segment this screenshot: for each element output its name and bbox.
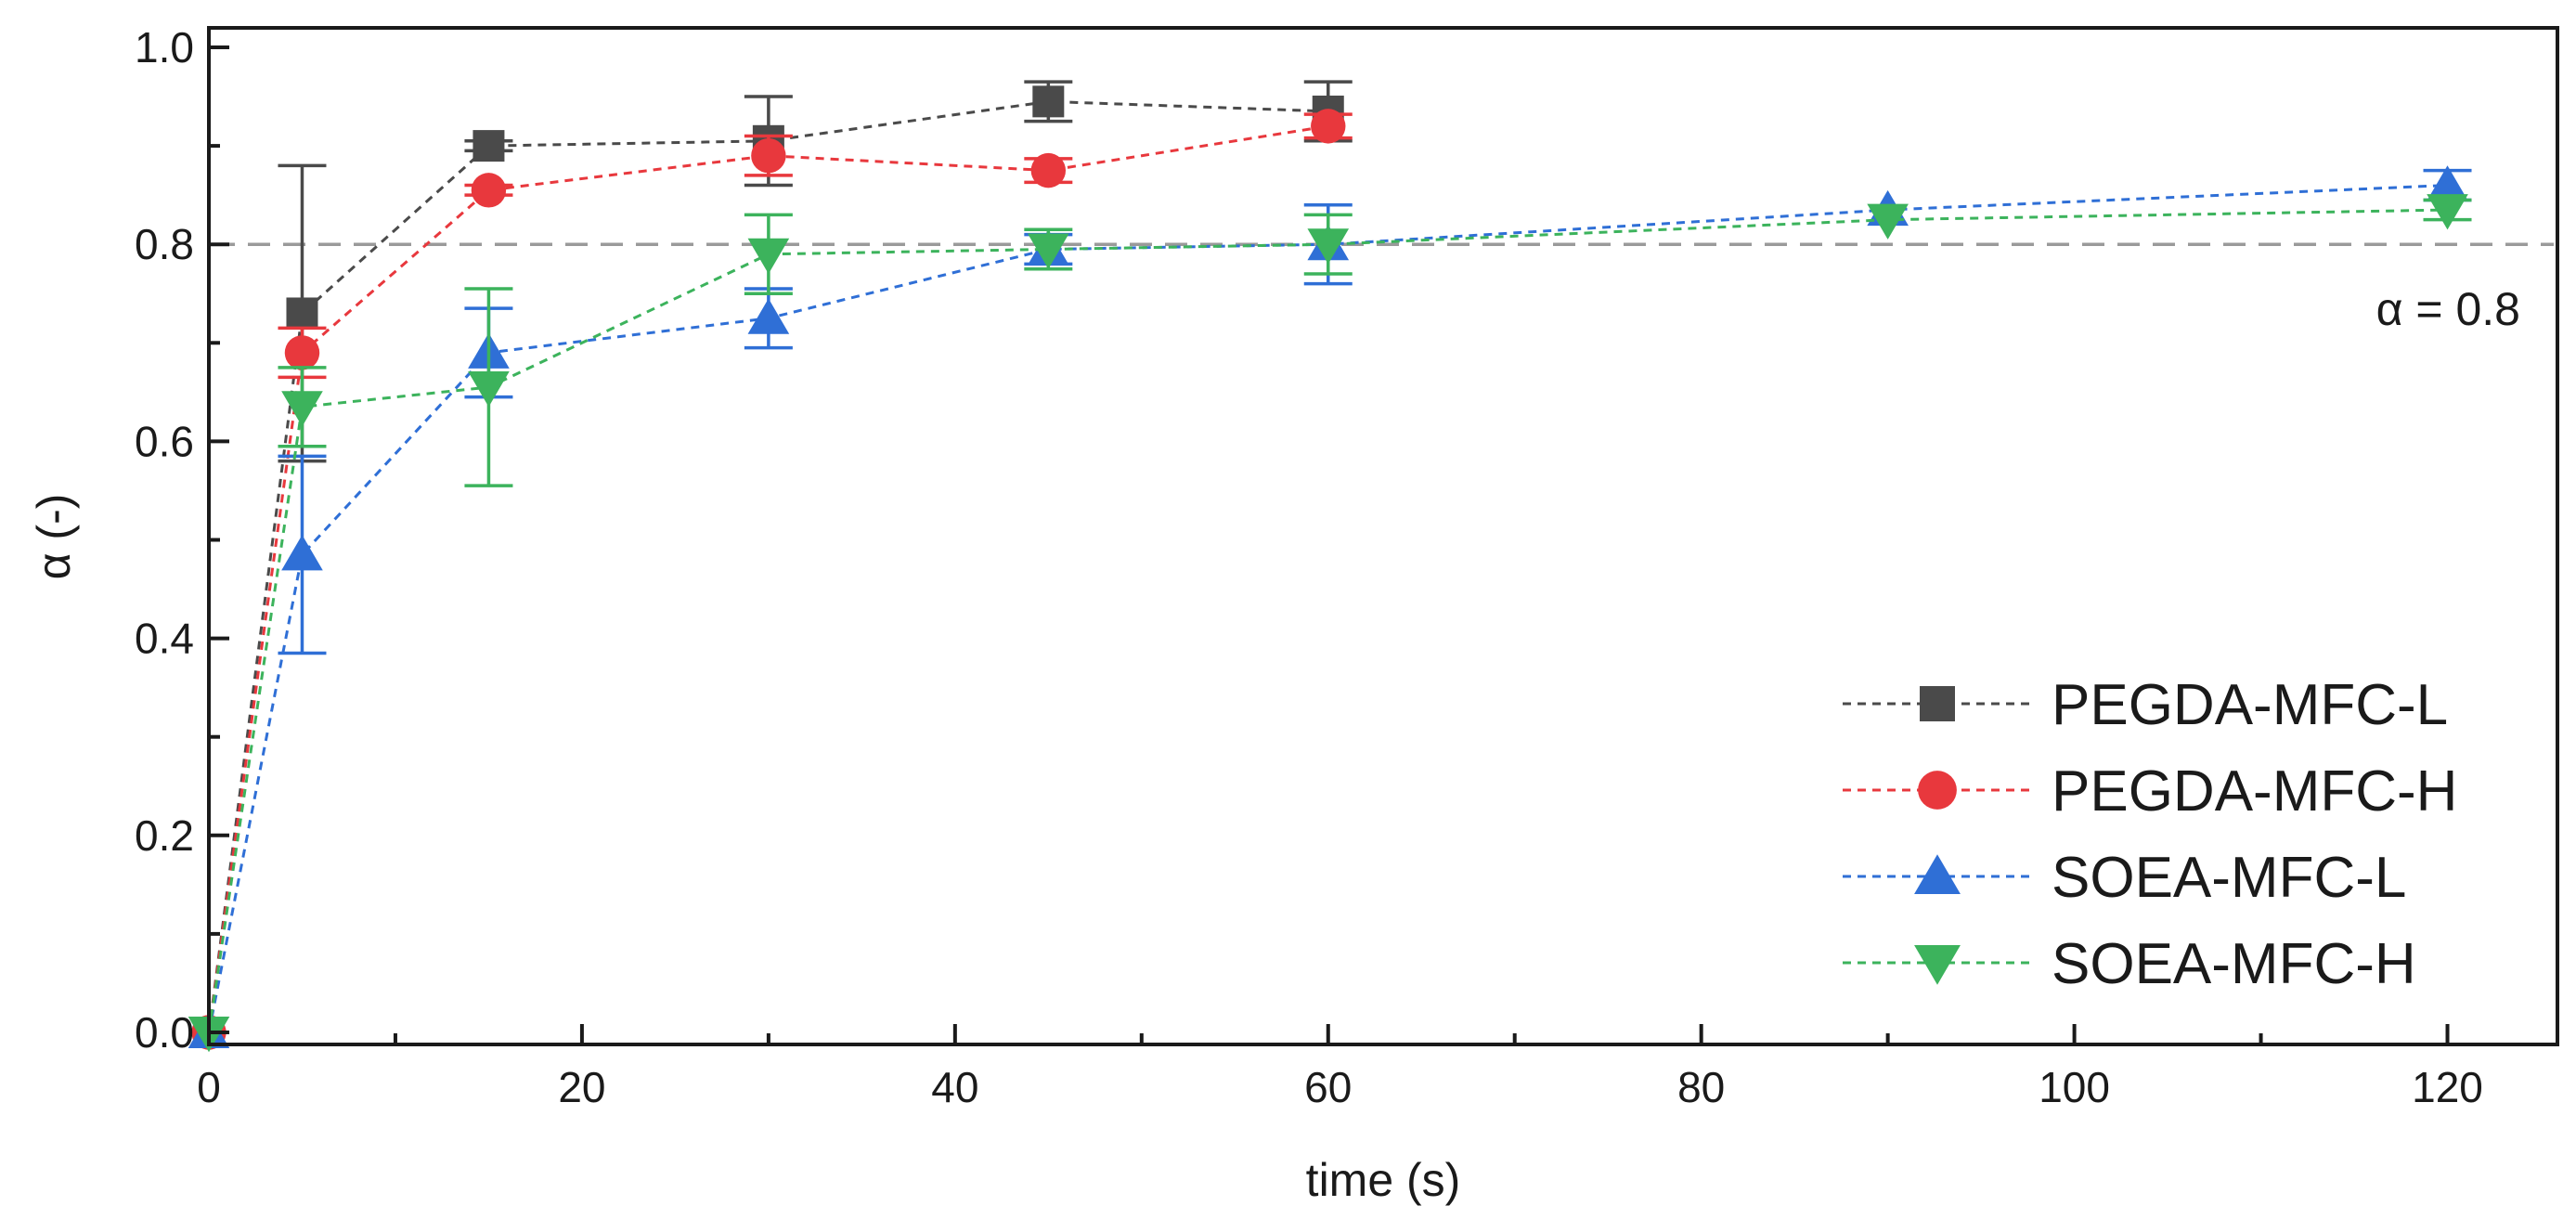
data-point [747, 298, 790, 334]
legend-label: PEGDA-MFC-H [2052, 759, 2457, 823]
data-point [284, 335, 320, 370]
legend-marker [1918, 771, 1957, 810]
series-line [207, 99, 1328, 1033]
legend-item: PEGDA-MFC-L [1843, 673, 2448, 737]
y-tick-label: 1.0 [135, 23, 194, 71]
axis-layer: 0 20 40 60 80 100 120 0.0 0.2 0.4 0.6 0.8 1.0 [135, 23, 2483, 1111]
x-tick-label: 60 [1304, 1063, 1352, 1111]
legend-item: PEGDA-MFC-H [1843, 759, 2457, 823]
reference-line-label: α = 0.8 [2376, 283, 2520, 335]
x-tick-label: 40 [931, 1063, 978, 1111]
y-tick-label: 0.2 [135, 811, 194, 860]
plot-frame [207, 26, 2559, 1046]
x-tick-label: 100 [2039, 1063, 2110, 1111]
legend-marker [1920, 686, 1955, 721]
data-point [2427, 165, 2468, 201]
data-point [1030, 152, 1067, 188]
x-axis-title: time (s) [1306, 1154, 1461, 1206]
x-tick-label: 120 [2412, 1063, 2483, 1111]
series-SOEA-MFC-H [188, 194, 2472, 1053]
series-PEGDA-MFC-L [193, 80, 1353, 1048]
data-point [2427, 194, 2468, 230]
data-point [751, 138, 786, 174]
data-point [281, 535, 323, 571]
legend: PEGDA-MFC-L PEGDA-MFC-H SOEA-MFC-L SOEA-MFC… [1843, 673, 2457, 996]
data-point [472, 130, 505, 162]
data-point [468, 371, 510, 408]
data-point [747, 238, 790, 275]
data-point [1867, 203, 1909, 240]
data-point [1028, 233, 1069, 269]
y-tick-label: 0.0 [135, 1008, 194, 1057]
y-tick-label: 0.6 [135, 417, 194, 465]
data-point [281, 391, 323, 427]
legend-label: SOEA-MFC-H [2052, 932, 2416, 996]
series-line [207, 208, 2448, 1033]
series-SOEA-MFC-L [188, 165, 2472, 1048]
data-point [1307, 228, 1350, 265]
x-tick-label: 80 [1677, 1063, 1725, 1111]
data-point [471, 173, 507, 208]
y-axis-title: α (-) [28, 494, 80, 580]
legend-marker [1914, 945, 1961, 985]
data-point [1032, 85, 1065, 118]
series-line [207, 124, 1328, 1033]
legend-item: SOEA-MFC-L [1843, 846, 2406, 910]
x-tick-label: 0 [197, 1063, 221, 1111]
y-tick-label: 0.4 [135, 615, 194, 663]
legend-marker [1914, 854, 1961, 894]
data-point [1311, 109, 1346, 144]
legend-label: PEGDA-MFC-L [2052, 673, 2448, 737]
data-point [286, 297, 318, 330]
legend-label: SOEA-MFC-L [2052, 846, 2406, 910]
legend-item: SOEA-MFC-H [1843, 932, 2416, 996]
series-layer [188, 80, 2472, 1053]
x-tick-label: 20 [558, 1063, 605, 1111]
y-tick-label: 0.8 [135, 220, 194, 268]
